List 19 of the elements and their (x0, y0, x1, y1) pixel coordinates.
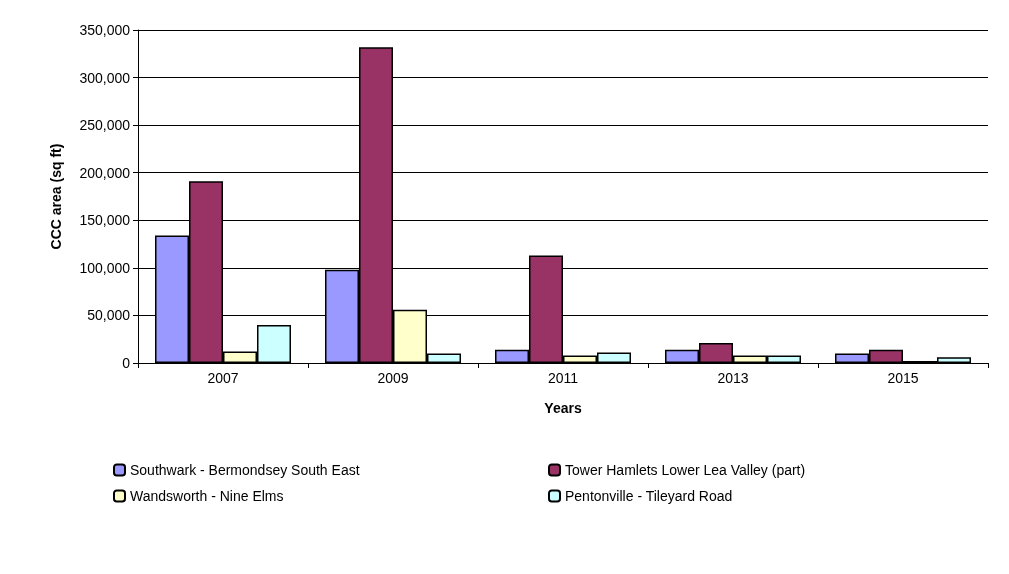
legend-label: Pentonville - Tileyard Road (565, 488, 733, 504)
y-tick-label: 100,000 (79, 259, 131, 276)
legend-label: Southwark - Bermondsey South East (130, 462, 360, 478)
x-tick-label: 2015 (887, 370, 919, 386)
y-tick-label: 0 (122, 355, 131, 371)
y-tick-label: 200,000 (79, 164, 131, 181)
y-tick-label: 350,000 (79, 22, 131, 38)
x-tick-label: 2007 (207, 370, 239, 386)
y-axis-title: CCC area (sq ft) (48, 143, 64, 250)
x-tick-label: 2009 (377, 370, 409, 386)
x-tick-label: 2013 (717, 370, 749, 386)
y-tick-label: 250,000 (79, 117, 131, 134)
x-axis-title: Years (544, 400, 582, 416)
y-tick-label: 50,000 (87, 307, 131, 324)
legend-label: Wandsworth - Nine Elms (130, 488, 284, 504)
x-tick-label: 2011 (547, 370, 579, 386)
legend-label: Tower Hamlets Lower Lea Valley (part) (565, 462, 806, 478)
y-tick-label: 150,000 (79, 212, 131, 229)
y-tick-label: 300,000 (79, 69, 131, 86)
